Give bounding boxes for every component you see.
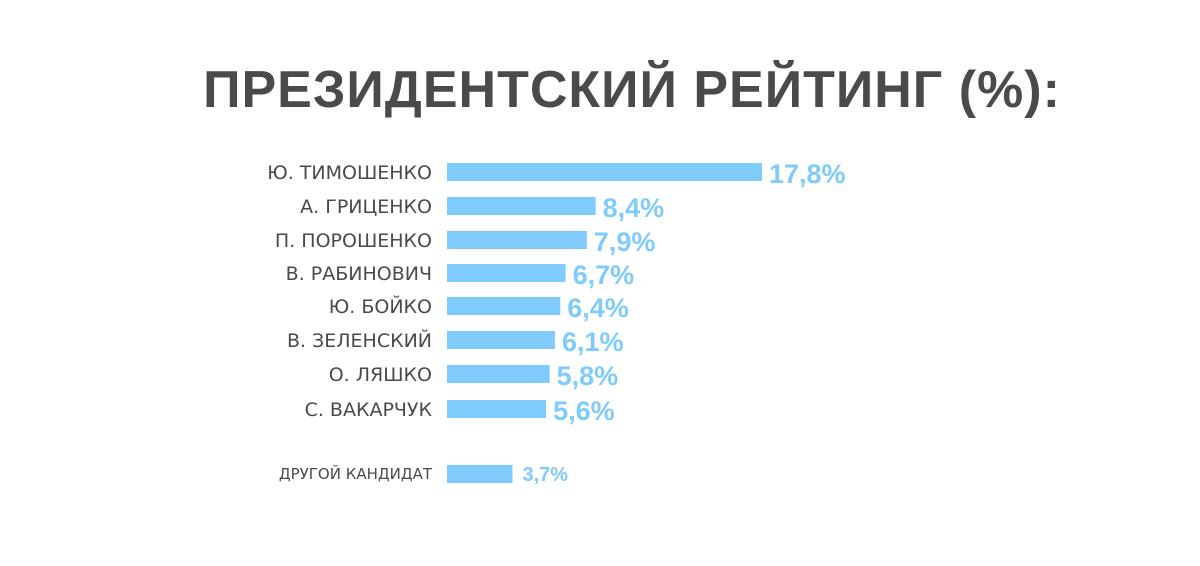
bar: [447, 365, 550, 383]
value-label: 3,7%: [522, 464, 568, 486]
value-label: 5,8%: [557, 361, 619, 391]
bar: [447, 163, 762, 181]
category-label: О. ЛЯШКО: [329, 364, 432, 386]
value-label: 6,7%: [573, 260, 635, 290]
category-label: Ю. ТИМОШЕНКО: [267, 162, 432, 184]
category-label: В. ЗЕЛЕНСКИЙ: [287, 329, 432, 352]
category-label: П. ПОРОШЕНКО: [275, 230, 432, 252]
value-label: 6,1%: [562, 327, 624, 357]
value-label: 6,4%: [567, 293, 629, 323]
category-label: Ю. БОЙКО: [329, 295, 432, 318]
bar: [447, 331, 555, 349]
value-label: 7,9%: [594, 227, 656, 257]
bar: [447, 297, 561, 315]
bar: [447, 231, 587, 249]
value-label: 5,6%: [553, 396, 615, 426]
chart-title: ПРЕЗИДЕНТСКИЙ РЕЙТИНГ (%):: [203, 60, 1061, 119]
bar: [447, 400, 547, 418]
bar: [447, 465, 513, 483]
bar: [447, 264, 566, 282]
value-label: 8,4%: [603, 193, 665, 223]
bar: [447, 197, 596, 215]
category-label: В. РАБИНОВИЧ: [286, 263, 432, 285]
category-label: А. ГРИЦЕНКО: [300, 196, 432, 218]
value-label: 17,8%: [769, 159, 846, 189]
category-label: ДРУГОЙ КАНДИДАТ: [279, 464, 433, 483]
bar-group: Ю. ТИМОШЕНКО 17,8% А. ГРИЦЕНКО 8,4% П. ПОРОШ…: [267, 159, 845, 486]
category-label: С. ВАКАРЧУК: [305, 399, 433, 421]
